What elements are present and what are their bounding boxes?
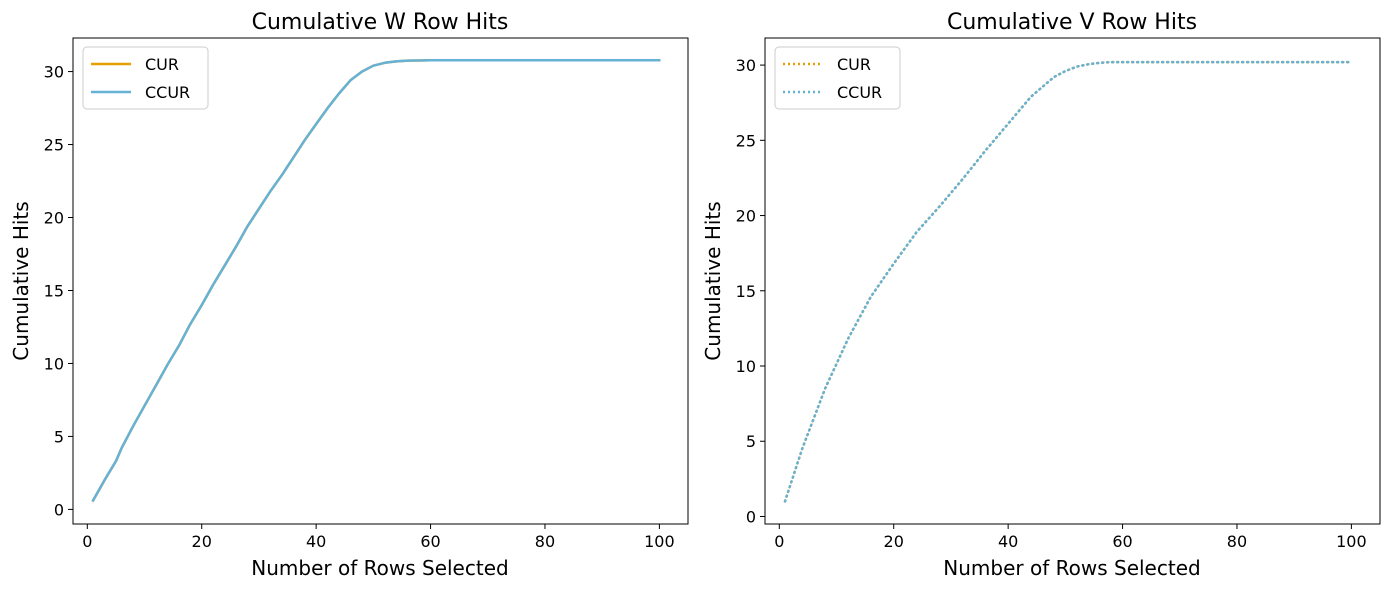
x-tick-label: 20 xyxy=(192,532,212,551)
legend-label-ccur: CCUR xyxy=(145,83,190,102)
chart-title: Cumulative V Row Hits xyxy=(947,10,1197,35)
x-tick-label: 60 xyxy=(420,532,440,551)
y-tick-label: 15 xyxy=(736,282,756,301)
y-tick-label: 15 xyxy=(44,281,64,300)
x-axis-label: Number of Rows Selected xyxy=(251,556,508,580)
legend: CUR CCUR xyxy=(82,46,209,110)
x-tick-label: 100 xyxy=(1336,532,1367,551)
x-tick-label: 0 xyxy=(82,532,92,551)
x-tick-label: 20 xyxy=(884,532,904,551)
y-tick-label: 30 xyxy=(736,56,756,75)
y-axis-label: Cumulative Hits xyxy=(701,201,725,360)
y-tick-label: 30 xyxy=(44,63,64,82)
plot-frame xyxy=(764,37,1381,525)
y-tick-label: 20 xyxy=(736,207,756,226)
y-tick-label: 5 xyxy=(746,432,756,451)
x-axis-label: Number of Rows Selected xyxy=(943,556,1200,580)
legend-label-ccur: CCUR xyxy=(837,83,882,102)
series-line-ccur xyxy=(91,58,661,502)
y-axis-label: Cumulative Hits xyxy=(9,201,33,360)
x-tick-label: 60 xyxy=(1112,532,1132,551)
y-tick-label: 10 xyxy=(44,354,64,373)
series-line-ccur xyxy=(783,60,1353,503)
chart-title: Cumulative W Row Hits xyxy=(252,10,509,35)
x-tick-label: 40 xyxy=(998,532,1018,551)
series-line-cur xyxy=(783,60,1353,503)
y-tick-label: 5 xyxy=(54,427,64,446)
y-tick-label: 25 xyxy=(44,136,64,155)
x-tick-label: 40 xyxy=(306,532,326,551)
legend-label-cur: CUR xyxy=(837,55,871,74)
x-tick-label: 0 xyxy=(774,532,784,551)
legend-box xyxy=(82,46,209,110)
chart-w-row-hits: Cumulative W Row Hits Number of Rows Sel… xyxy=(9,10,689,580)
y-tick-label: 0 xyxy=(746,507,756,526)
chart-v-row-hits: Cumulative V Row Hits Number of Rows Sel… xyxy=(701,10,1381,580)
axis-ticks: 0 20 40 60 80 100 0 5 10 15 20 25 30 xyxy=(736,56,1367,551)
x-tick-label: 100 xyxy=(644,532,675,551)
y-tick-label: 25 xyxy=(736,131,756,150)
y-tick-label: 0 xyxy=(54,500,64,519)
plot-frame xyxy=(72,37,689,525)
x-tick-label: 80 xyxy=(535,532,555,551)
y-tick-label: 20 xyxy=(44,209,64,228)
legend-label-cur: CUR xyxy=(145,55,179,74)
plot-lines xyxy=(91,58,661,502)
axis-ticks: 0 20 40 60 80 100 0 5 10 15 20 25 30 xyxy=(44,63,675,551)
legend: CUR CCUR xyxy=(774,46,901,110)
legend-box xyxy=(774,46,901,110)
x-tick-label: 80 xyxy=(1227,532,1247,551)
series-line-cur xyxy=(91,58,661,502)
y-tick-label: 10 xyxy=(736,357,756,376)
plot-lines xyxy=(783,60,1353,503)
